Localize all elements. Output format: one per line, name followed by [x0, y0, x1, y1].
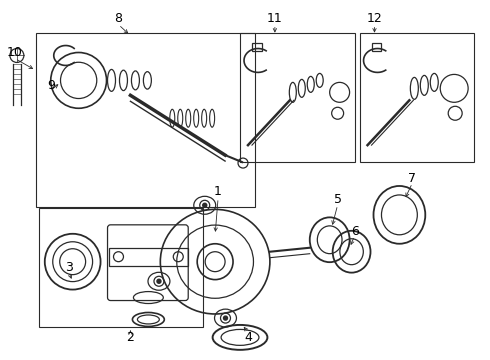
- Text: 7: 7: [408, 171, 416, 185]
- Bar: [39, 208, 203, 328]
- Text: 11: 11: [267, 12, 283, 25]
- Bar: [240, 32, 355, 162]
- Circle shape: [203, 203, 207, 207]
- Bar: [36, 32, 255, 207]
- Bar: [371, 42, 382, 50]
- Text: 10: 10: [7, 46, 23, 59]
- Text: 6: 6: [351, 225, 359, 238]
- Text: 9: 9: [47, 79, 55, 92]
- Text: 12: 12: [367, 12, 382, 25]
- Text: 2: 2: [126, 331, 134, 344]
- Text: 1: 1: [214, 185, 222, 198]
- Bar: [252, 42, 262, 50]
- Circle shape: [157, 279, 161, 283]
- Circle shape: [223, 316, 227, 320]
- Text: 4: 4: [244, 331, 252, 344]
- Bar: [360, 32, 474, 162]
- Text: 8: 8: [115, 12, 122, 25]
- Bar: [108, 248, 188, 266]
- Text: 5: 5: [334, 193, 342, 206]
- Text: 3: 3: [65, 261, 73, 274]
